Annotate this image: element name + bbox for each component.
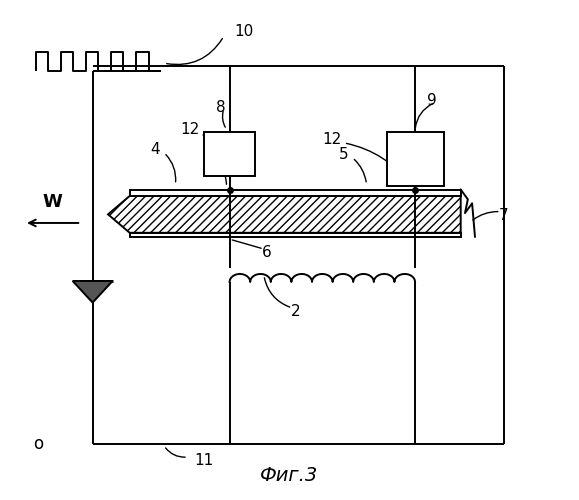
Text: W: W bbox=[43, 192, 63, 210]
Text: 5: 5 bbox=[339, 146, 349, 162]
Text: 12: 12 bbox=[323, 132, 342, 147]
Text: 8: 8 bbox=[216, 100, 226, 115]
Polygon shape bbox=[72, 281, 112, 302]
Text: Фиг.3: Фиг.3 bbox=[261, 466, 318, 485]
Text: 7: 7 bbox=[499, 208, 508, 223]
Text: 9: 9 bbox=[427, 92, 437, 108]
Text: 12: 12 bbox=[180, 122, 199, 137]
Polygon shape bbox=[108, 196, 461, 233]
Text: 6: 6 bbox=[262, 245, 272, 260]
Polygon shape bbox=[130, 233, 461, 236]
Polygon shape bbox=[130, 190, 461, 196]
Text: 2: 2 bbox=[291, 304, 300, 319]
Text: 10: 10 bbox=[234, 24, 254, 38]
Text: 11: 11 bbox=[195, 453, 214, 468]
Text: o: o bbox=[34, 435, 43, 453]
Text: 4: 4 bbox=[151, 142, 160, 156]
Bar bbox=[387, 132, 444, 186]
Bar bbox=[204, 132, 255, 176]
